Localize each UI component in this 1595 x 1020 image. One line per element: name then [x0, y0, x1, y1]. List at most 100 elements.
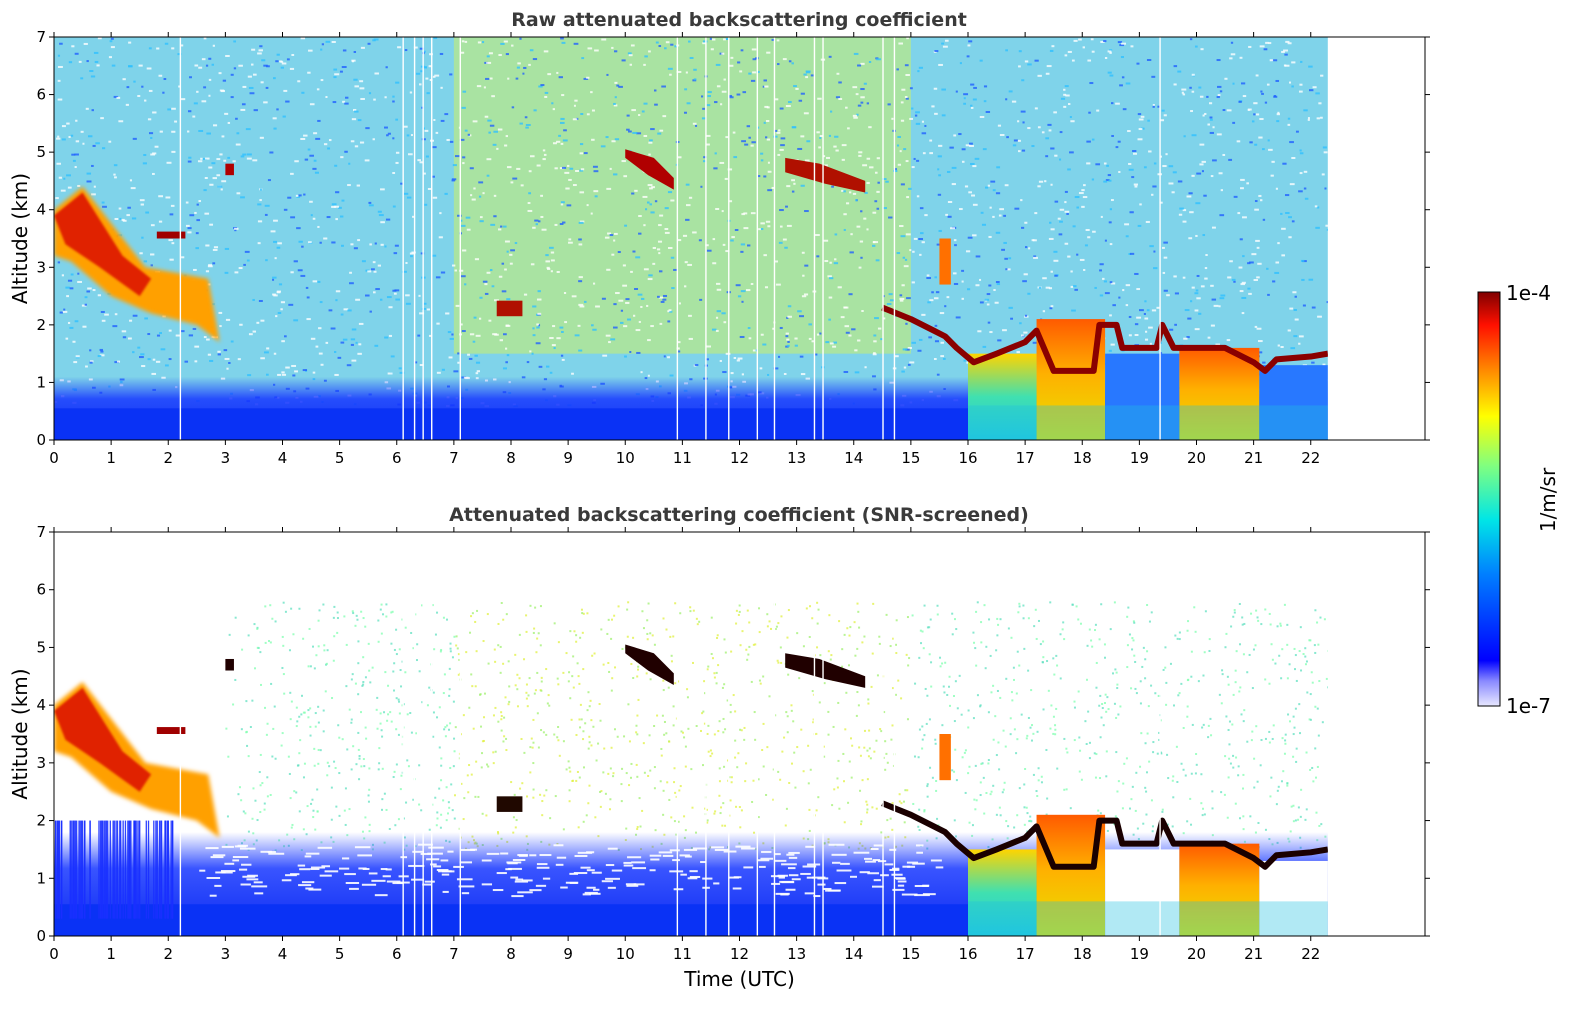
bottom-x-axis: 0 1 2 3 4 5 6 7 8 9 10 11 12 13 14 15 16 17 18 19 20 21 22 [49, 527, 1320, 963]
top-x-tick-label: 4 [278, 449, 288, 467]
bottom-x-tick-label: 4 [278, 945, 288, 963]
bottom-x-tick-label: 1 [106, 945, 116, 963]
top-cloud-15h [939, 238, 951, 285]
top-x-tick-label: 16 [958, 449, 977, 467]
top-cloud-3h [225, 163, 234, 176]
top-y-tick-label: 4 [36, 201, 46, 219]
bottom-x-tick-label: 5 [335, 945, 345, 963]
top-y-axis: 0 1 2 3 4 5 6 7 [36, 28, 1430, 449]
top-y-tick-label: 1 [36, 373, 46, 391]
bottom-cloud-13h [785, 653, 866, 688]
top-x-tick-label: 17 [1016, 449, 1035, 467]
bottom-precipitation [968, 814, 1328, 936]
top-x-tick-label: 11 [673, 449, 692, 467]
bottom-y-tick-label: 7 [36, 523, 46, 541]
bottom-y-tick-label: 1 [36, 869, 46, 887]
top-chart: 0 1 2 3 4 5 6 7 8 9 10 11 12 13 14 15 16 17 18 19 20 21 220123… [8, 28, 1430, 467]
bottom-y-tick-label: 4 [36, 696, 46, 714]
bottom-x-tick-label: 7 [449, 945, 459, 963]
colorbar-unit-label: 1/m/sr [1536, 467, 1560, 532]
top-y-tick-label: 6 [36, 86, 46, 104]
bottom-x-tick-label: 16 [958, 945, 977, 963]
bottom-chart-title: Attenuated backscattering coefficient (S… [449, 504, 1029, 526]
top-x-tick-label: 6 [392, 449, 402, 467]
top-x-tick-label: 13 [787, 449, 806, 467]
top-x-tick-label: 3 [221, 449, 231, 467]
bottom-x-tick-label: 17 [1016, 945, 1035, 963]
top-x-tick-label: 14 [844, 449, 863, 467]
bottom-x-tick-label: 22 [1301, 945, 1320, 963]
bottom-data-gaps [179, 532, 1161, 936]
bottom-cloud-features [54, 644, 951, 838]
bottom-x-tick-label: 20 [1187, 945, 1206, 963]
top-x-tick-label: 19 [1130, 449, 1149, 467]
bottom-x-tick-label: 13 [787, 945, 806, 963]
bottom-cloud-3h [225, 658, 234, 671]
bottom-x-tick-label: 11 [673, 945, 692, 963]
top-morning-cloud-core [54, 192, 152, 297]
top-x-tick-label: 2 [163, 449, 173, 467]
top-x-tick-label: 1 [106, 449, 116, 467]
bottom-cloud-2h [156, 727, 186, 734]
top-plot-area [54, 37, 1425, 440]
top-x-tick-label: 20 [1187, 449, 1206, 467]
colorbar-min-label: 1e-7 [1506, 694, 1551, 718]
bottom-y-axis-label: Altitude (km) [8, 668, 32, 799]
bottom-x-tick-label: 3 [221, 945, 231, 963]
top-cloud-8h [496, 300, 523, 317]
bottom-x-tick-label: 0 [49, 945, 59, 963]
colorbar-max-label: 1e-4 [1506, 281, 1551, 305]
top-x-tick-label: 0 [49, 449, 59, 467]
bottom-y-tick-label: 6 [36, 581, 46, 599]
bottom-morning-cloud-core [54, 687, 152, 792]
bottom-cloud-8h [496, 796, 523, 812]
top-y-tick-label: 3 [36, 258, 46, 276]
top-data-gaps [179, 37, 1161, 440]
bottom-cloud-10h [625, 644, 674, 685]
bottom-cloud-base-line [881, 800, 1329, 870]
top-no-data-region [1327, 37, 1425, 440]
bottom-x-tick-label: 21 [1244, 945, 1263, 963]
bottom-cloud-15h [939, 734, 951, 781]
bottom-y-axis: 0 1 2 3 4 5 6 7 [36, 523, 1430, 945]
top-cloud-10h [625, 149, 674, 190]
bottom-y-tick-label: 0 [36, 927, 46, 945]
bottom-y-tick-label: 2 [36, 812, 46, 830]
top-y-tick-label: 5 [36, 143, 46, 161]
bottom-no-data-region [1327, 532, 1425, 936]
top-x-tick-label: 18 [1073, 449, 1092, 467]
top-x-tick-label: 8 [506, 449, 516, 467]
bottom-x-tick-label: 6 [392, 945, 402, 963]
bottom-x-tick-label: 2 [163, 945, 173, 963]
top-y-tick-label: 0 [36, 431, 46, 449]
bottom-x-tick-label: 9 [563, 945, 573, 963]
top-x-tick-label: 10 [616, 449, 635, 467]
top-x-tick-label: 22 [1301, 449, 1320, 467]
top-x-tick-label: 9 [563, 449, 573, 467]
bottom-x-axis-label: Time (UTC) [683, 967, 795, 991]
top-chart-title: Raw attenuated backscattering coefficien… [511, 9, 967, 31]
colorbar-gradient [1477, 291, 1501, 707]
bottom-chart: 0 1 2 3 4 5 6 7 8 9 10 11 12 13 14 15 16 17 18 19 20 21 220123… [8, 523, 1430, 991]
top-x-axis: 0 1 2 3 4 5 6 7 8 9 10 11 12 13 14 15 16 17 18 19 20 21 22 [49, 32, 1320, 467]
top-x-tick-label: 12 [730, 449, 749, 467]
top-x-tick-label: 15 [901, 449, 920, 467]
bottom-x-tick-label: 10 [616, 945, 635, 963]
bottom-x-tick-label: 19 [1130, 945, 1149, 963]
top-x-tick-label: 7 [449, 449, 459, 467]
top-x-tick-label: 21 [1244, 449, 1263, 467]
bottom-y-tick-label: 3 [36, 754, 46, 772]
top-x-tick-label: 5 [335, 449, 345, 467]
top-cloud-2h [156, 231, 186, 239]
bottom-x-tick-label: 12 [730, 945, 749, 963]
top-precipitation [968, 319, 1328, 440]
top-cloud-features [54, 149, 951, 343]
top-y-tick-label: 7 [36, 28, 46, 46]
bottom-x-tick-label: 18 [1073, 945, 1092, 963]
top-cloud-base-line [881, 304, 1329, 374]
bottom-x-tick-label: 8 [506, 945, 516, 963]
top-y-tick-label: 2 [36, 316, 46, 334]
bottom-x-tick-label: 14 [844, 945, 863, 963]
bottom-x-tick-label: 15 [901, 945, 920, 963]
